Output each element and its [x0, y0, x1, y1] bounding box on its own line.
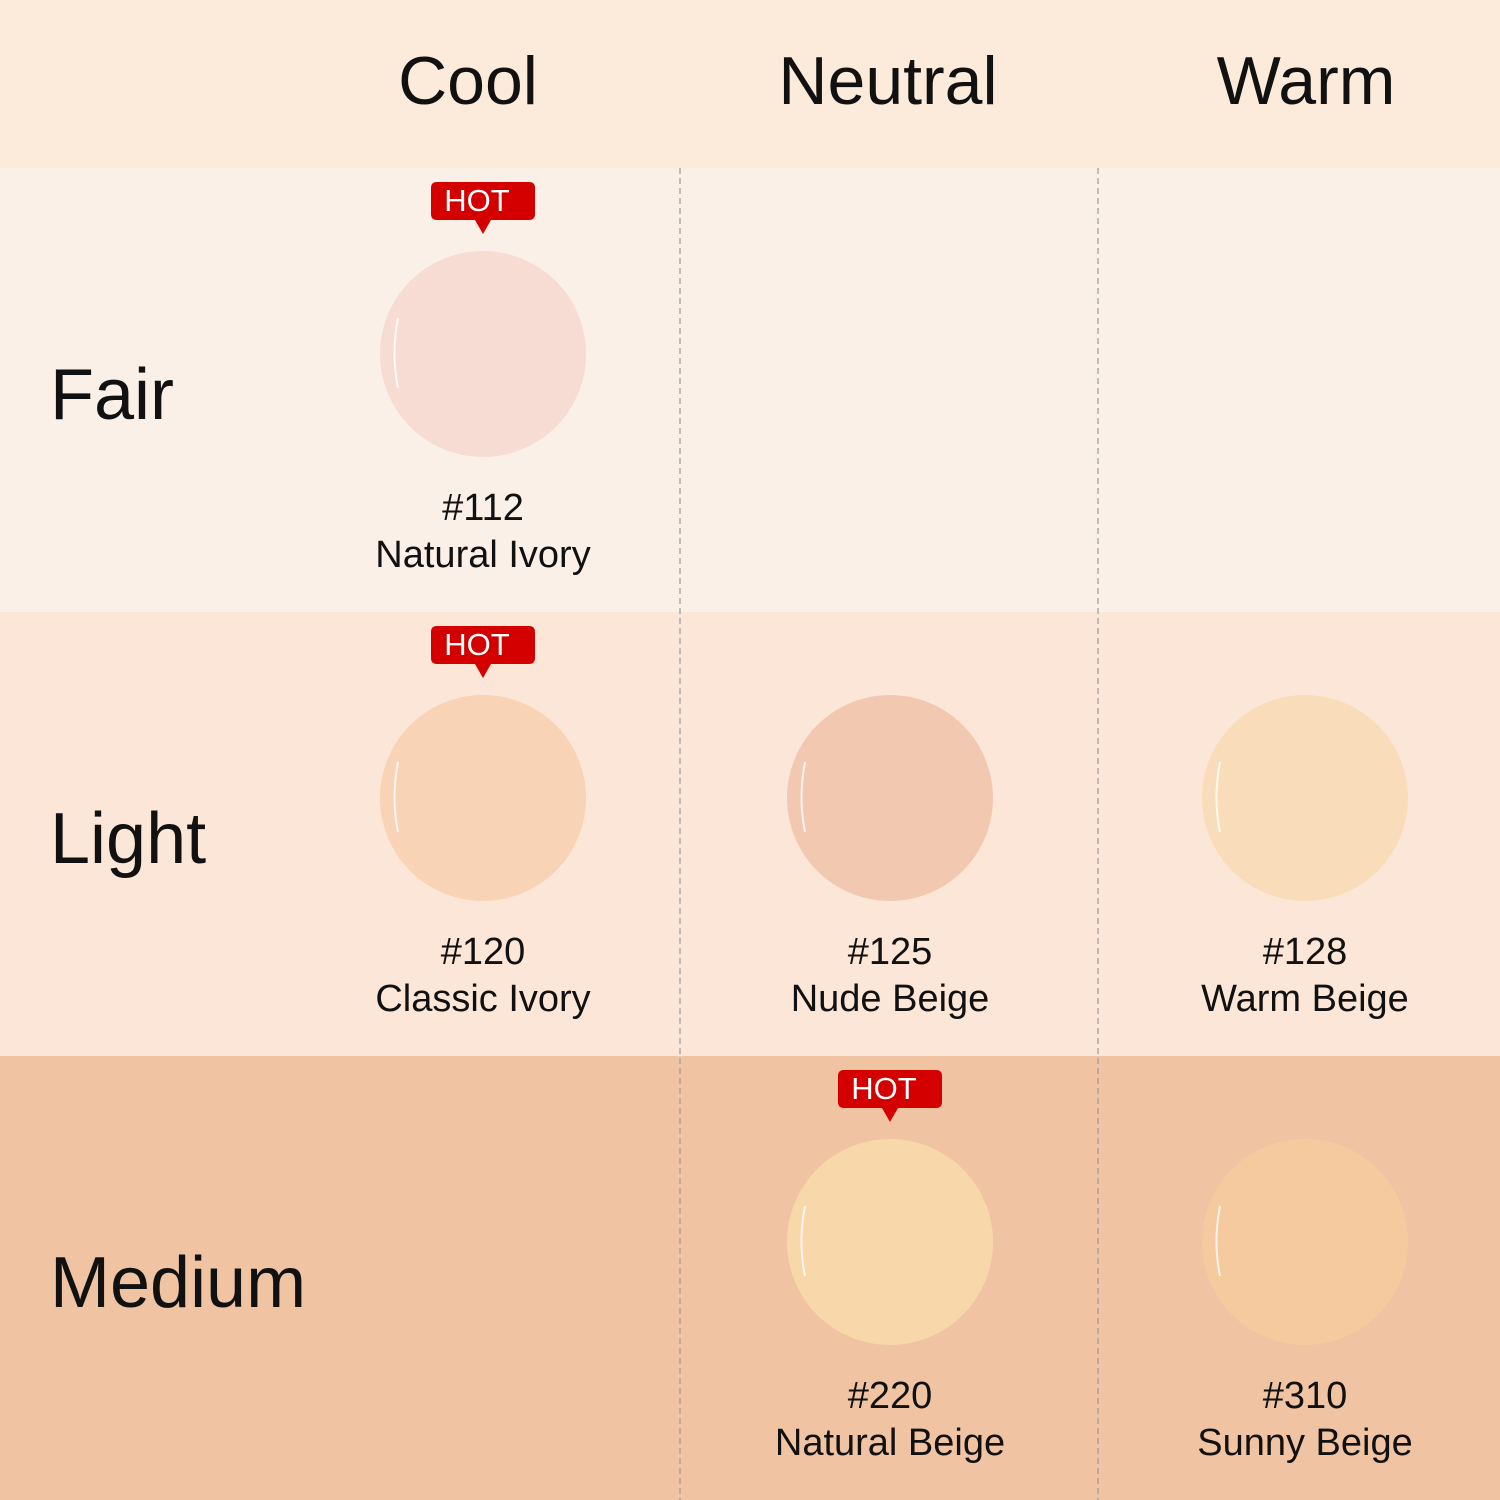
column-header: Neutral	[778, 43, 997, 119]
swatch-highlight	[1215, 1205, 1221, 1277]
shade-name: Warm Beige	[1201, 978, 1409, 1020]
swatch-highlight	[800, 1205, 806, 1277]
hot-badge-label: HOT	[444, 627, 510, 662]
shade-swatch	[380, 695, 586, 901]
row-label: Fair	[50, 355, 174, 435]
column-header: Warm	[1217, 43, 1396, 119]
shade-name: Natural Beige	[775, 1422, 1005, 1464]
row-background	[0, 168, 1500, 612]
row-label: Light	[50, 799, 206, 879]
swatch-highlight	[1215, 761, 1221, 833]
swatch-highlight	[800, 761, 806, 833]
hot-badge-label: HOT	[444, 183, 510, 218]
shade-code: #112	[442, 487, 524, 529]
shade-swatch	[380, 251, 586, 457]
hot-badge-label: HOT	[851, 1071, 917, 1106]
shade-swatch	[787, 1139, 993, 1345]
shade-code: #125	[848, 931, 933, 973]
shade-code: #120	[441, 931, 526, 973]
hot-badge	[431, 182, 535, 234]
swatch-highlight	[393, 317, 399, 389]
shade-swatch	[787, 695, 993, 901]
shade-name: Nude Beige	[791, 978, 990, 1020]
column-header: Cool	[398, 43, 538, 119]
shade-swatch	[1202, 695, 1408, 901]
shade-name: Natural Ivory	[375, 534, 590, 576]
shade-name: Sunny Beige	[1197, 1422, 1413, 1464]
swatch-highlight	[393, 761, 399, 833]
row-label: Medium	[50, 1243, 306, 1323]
hot-badge	[431, 626, 535, 678]
hot-badge	[838, 1070, 942, 1122]
shade-code: #128	[1263, 931, 1348, 973]
header-background	[0, 0, 1500, 168]
shade-swatch	[1202, 1139, 1408, 1345]
shade-code: #220	[848, 1375, 933, 1417]
shade-name: Classic Ivory	[375, 978, 590, 1020]
shade-code: #310	[1263, 1375, 1348, 1417]
